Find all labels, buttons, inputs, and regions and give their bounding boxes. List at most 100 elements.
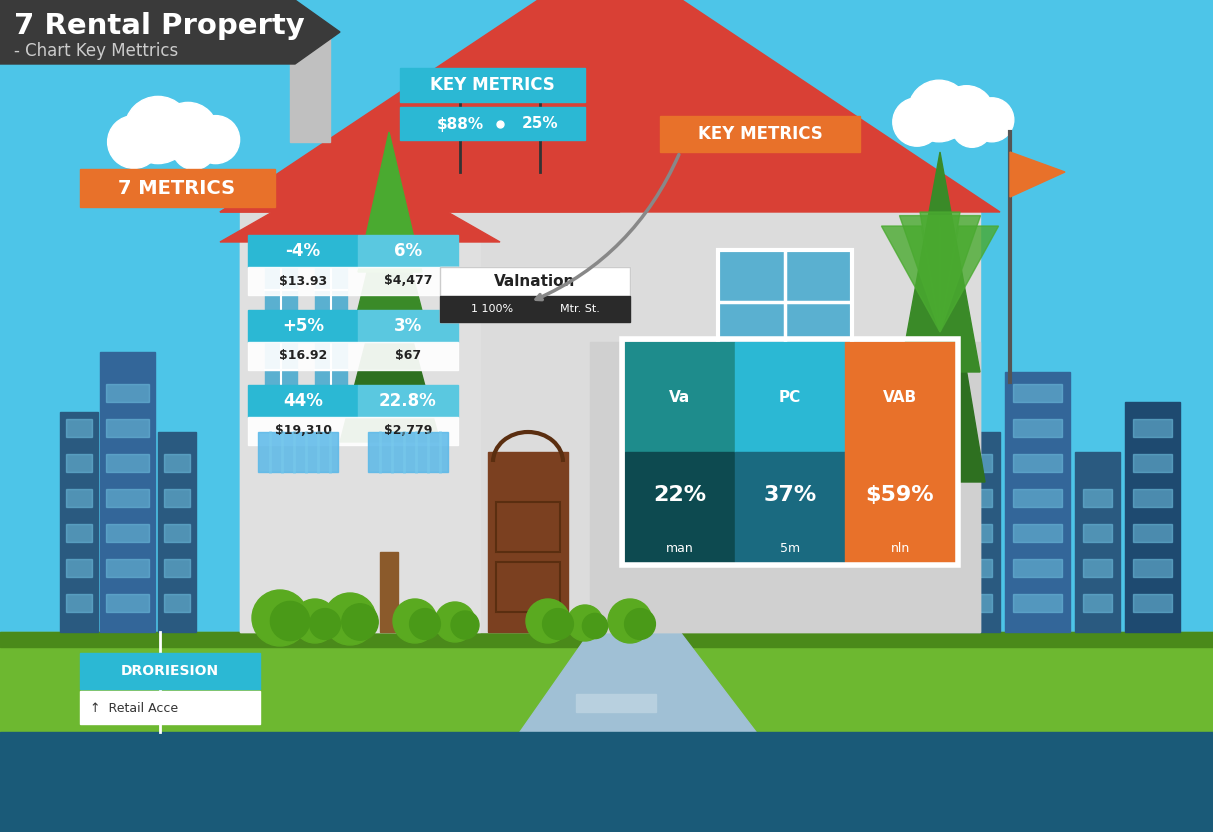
- Bar: [958, 454, 992, 472]
- Bar: [950, 432, 1000, 632]
- Bar: [66, 594, 92, 612]
- Text: nln: nln: [890, 542, 910, 554]
- Bar: [368, 432, 448, 472]
- Text: $16.92: $16.92: [279, 349, 328, 363]
- Bar: [164, 594, 190, 612]
- Text: $19,310: $19,310: [274, 424, 331, 438]
- Circle shape: [108, 116, 160, 168]
- Bar: [721, 252, 850, 352]
- Polygon shape: [450, 632, 832, 832]
- Bar: [99, 352, 155, 632]
- Text: Mtr. St.: Mtr. St.: [560, 304, 600, 314]
- Bar: [1013, 559, 1063, 577]
- Bar: [496, 562, 560, 612]
- Bar: [1133, 559, 1172, 577]
- Text: $88%: $88%: [437, 116, 484, 131]
- Bar: [358, 385, 459, 417]
- Bar: [1013, 594, 1063, 612]
- Circle shape: [542, 608, 574, 640]
- Circle shape: [324, 593, 376, 645]
- Bar: [240, 242, 480, 632]
- Bar: [80, 653, 260, 689]
- Circle shape: [270, 602, 309, 641]
- Polygon shape: [340, 252, 440, 442]
- Polygon shape: [919, 212, 959, 332]
- Bar: [558, 754, 638, 772]
- Circle shape: [342, 604, 378, 640]
- Text: 7 Rental Property: 7 Rental Property: [15, 12, 304, 40]
- Text: - Chart Key Mettrics: - Chart Key Mettrics: [15, 42, 178, 60]
- Text: 37%: 37%: [763, 485, 816, 505]
- Text: $2,779: $2,779: [383, 424, 432, 438]
- Text: $59%: $59%: [866, 485, 934, 505]
- Bar: [735, 342, 845, 452]
- Text: 22.8%: 22.8%: [380, 392, 437, 410]
- Text: 22%: 22%: [654, 485, 706, 505]
- Bar: [958, 524, 992, 542]
- Polygon shape: [1010, 152, 1065, 197]
- Bar: [1133, 594, 1172, 612]
- Circle shape: [451, 611, 479, 639]
- Text: 44%: 44%: [283, 392, 323, 410]
- Bar: [315, 337, 347, 402]
- Bar: [315, 257, 347, 322]
- Circle shape: [410, 608, 440, 640]
- Circle shape: [939, 86, 993, 141]
- Text: PC: PC: [779, 389, 801, 404]
- Bar: [380, 552, 398, 632]
- Circle shape: [625, 608, 655, 640]
- Bar: [1013, 489, 1063, 507]
- Bar: [1013, 384, 1063, 402]
- Bar: [1013, 419, 1063, 437]
- Bar: [1006, 372, 1070, 632]
- Bar: [1133, 454, 1172, 472]
- Bar: [247, 417, 459, 445]
- Text: 6%: 6%: [394, 242, 422, 260]
- Text: ↑  Retail Acce: ↑ Retail Acce: [90, 701, 178, 715]
- Bar: [358, 310, 459, 342]
- Bar: [1133, 489, 1172, 507]
- Bar: [958, 489, 992, 507]
- Bar: [106, 559, 149, 577]
- Text: KEY METRICS: KEY METRICS: [429, 76, 554, 94]
- Bar: [66, 559, 92, 577]
- Bar: [66, 489, 92, 507]
- Bar: [66, 419, 92, 437]
- Polygon shape: [890, 212, 985, 482]
- Bar: [106, 454, 149, 472]
- Bar: [80, 169, 275, 207]
- Text: $67: $67: [395, 349, 421, 363]
- Circle shape: [309, 608, 341, 640]
- Bar: [264, 337, 297, 402]
- Bar: [1083, 489, 1112, 507]
- Bar: [258, 432, 338, 472]
- Polygon shape: [900, 215, 940, 332]
- Bar: [440, 267, 630, 322]
- Bar: [590, 342, 980, 632]
- Bar: [622, 339, 958, 565]
- Text: -4%: -4%: [285, 242, 320, 260]
- Bar: [845, 452, 955, 562]
- Bar: [247, 342, 459, 370]
- Bar: [164, 559, 190, 577]
- Bar: [735, 452, 845, 562]
- Bar: [106, 524, 149, 542]
- Polygon shape: [220, 0, 1000, 212]
- Polygon shape: [351, 182, 429, 342]
- Bar: [625, 452, 735, 562]
- Bar: [1133, 524, 1172, 542]
- Bar: [59, 412, 98, 632]
- Bar: [106, 594, 149, 612]
- Text: Va: Va: [670, 389, 690, 404]
- Circle shape: [192, 116, 240, 164]
- Circle shape: [909, 80, 970, 141]
- Bar: [264, 257, 297, 322]
- Bar: [164, 524, 190, 542]
- Bar: [358, 235, 459, 267]
- Text: 1 100%: 1 100%: [471, 304, 513, 314]
- Bar: [660, 116, 860, 152]
- Circle shape: [952, 107, 992, 147]
- Bar: [958, 594, 992, 612]
- Bar: [66, 524, 92, 542]
- Text: 7 METRICS: 7 METRICS: [119, 179, 235, 197]
